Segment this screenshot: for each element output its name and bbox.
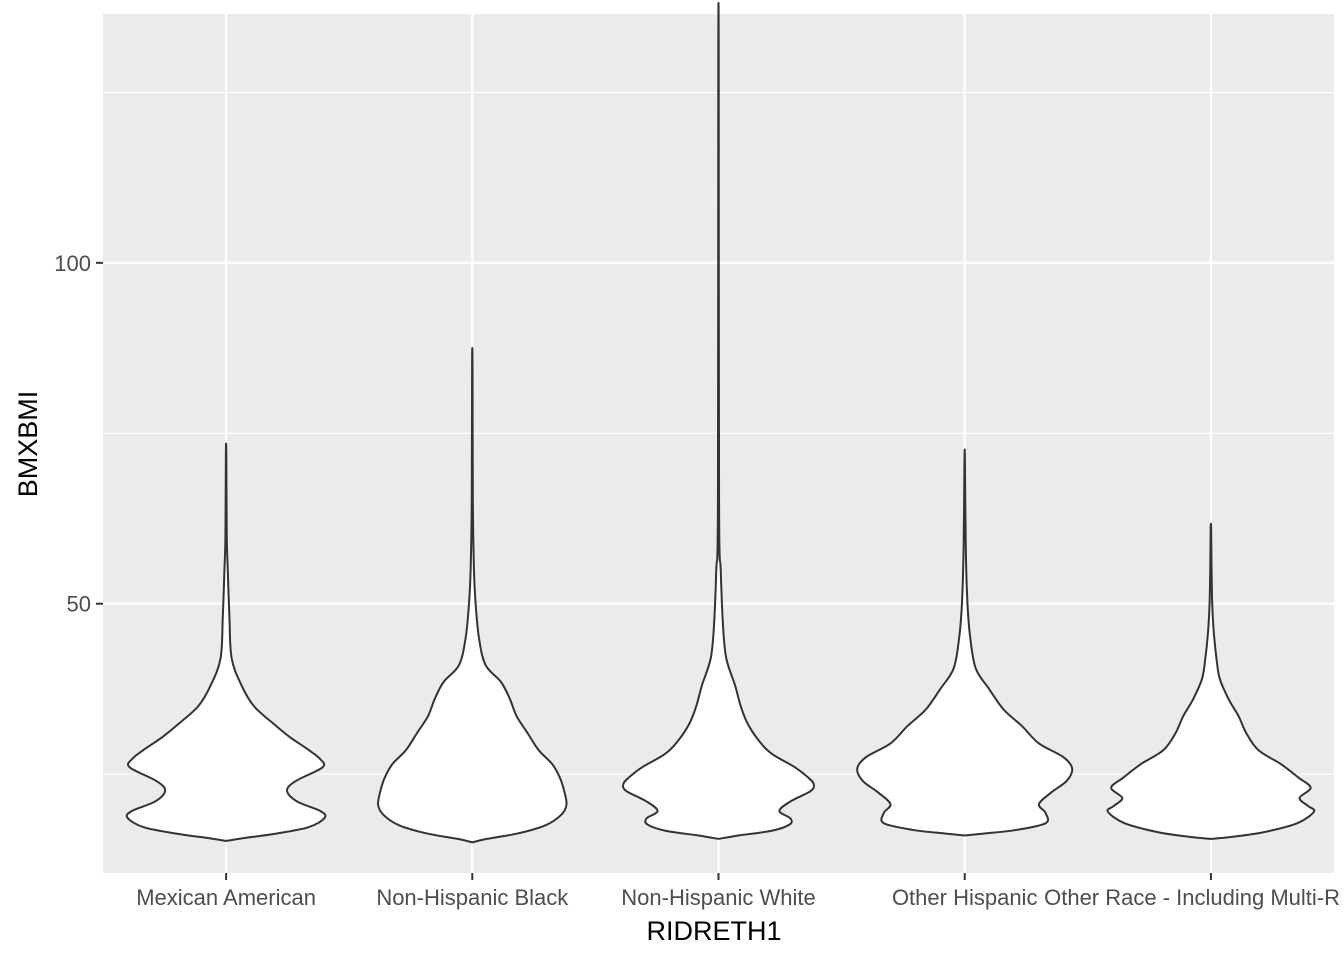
x-axis-ticks: Mexican American Non-Hispanic Black Non-Hi… bbox=[136, 873, 1340, 910]
x-tick-label: Non-Hispanic White bbox=[621, 885, 815, 910]
violin-3 bbox=[622, 2, 815, 840]
x-tick-label: Non-Hispanic Black bbox=[376, 885, 569, 910]
violin-1 bbox=[125, 442, 327, 842]
violin-5 bbox=[1106, 522, 1316, 840]
y-axis-title: BMXBMI bbox=[13, 391, 43, 498]
y-tick-label: 100 bbox=[54, 251, 91, 276]
x-axis-title: RIDRETH1 bbox=[646, 916, 781, 946]
violins bbox=[125, 2, 1316, 844]
x-tick-label: Other Hispanic bbox=[892, 885, 1038, 910]
y-axis-ticks: 50 100 bbox=[54, 251, 103, 617]
x-tick-label: Other Race - Including Multi-R bbox=[1044, 885, 1340, 910]
x-tick-label: Mexican American bbox=[136, 885, 316, 910]
violin-4 bbox=[856, 448, 1074, 837]
violin-2 bbox=[377, 347, 568, 844]
y-tick-label: 50 bbox=[67, 592, 91, 617]
